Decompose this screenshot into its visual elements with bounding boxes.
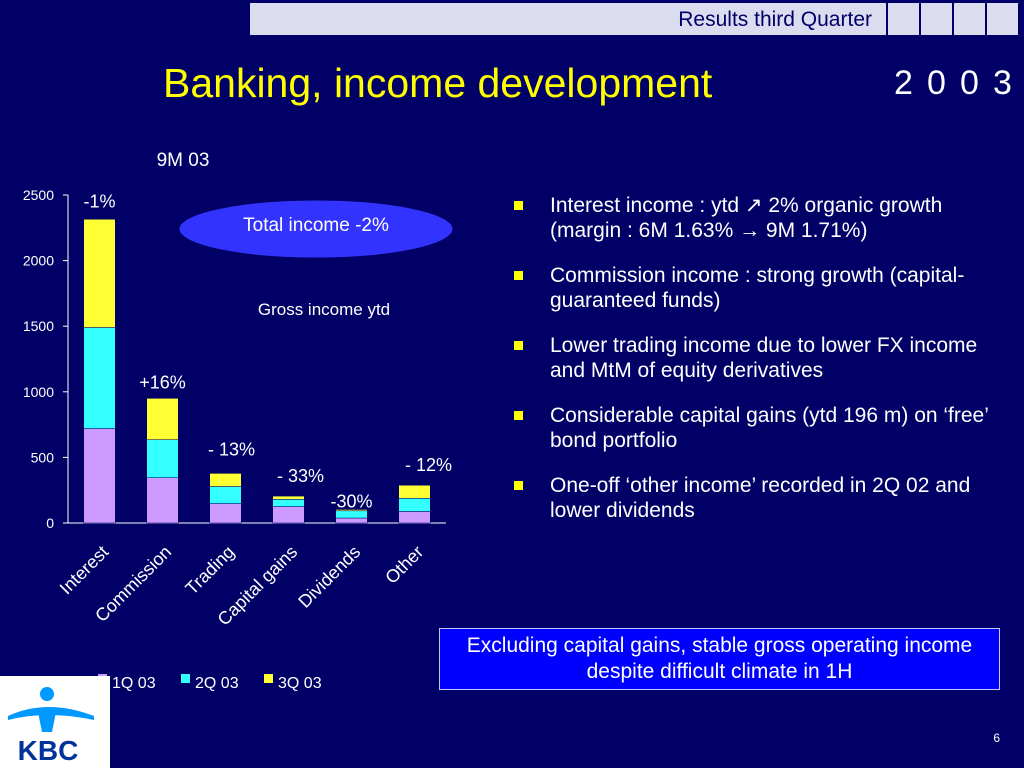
kbc-logo: KBC <box>0 676 110 768</box>
bar-segment <box>272 499 305 507</box>
bullet-text: Lower trading income due to lower FX inc… <box>550 334 978 382</box>
chart-title: 9M 03 <box>157 150 210 171</box>
bullet-text: Interest income : ytd ↗ 2% organic growt… <box>550 194 943 242</box>
bar-segment <box>83 428 116 524</box>
bar-change-label: -30% <box>330 491 372 511</box>
bar-segment <box>398 511 431 524</box>
x-category-label: Other <box>381 542 427 588</box>
legend-swatch <box>264 674 273 683</box>
bar-change-label: - 12% <box>405 455 452 475</box>
conclusion-box: Excluding capital gains, stable gross op… <box>439 628 1000 690</box>
legend-label: 2Q 03 <box>195 675 239 692</box>
bullet-marker <box>514 341 523 350</box>
bar-segment <box>335 517 368 524</box>
total-income-label: Total income -2% <box>243 215 389 236</box>
bar-segment <box>335 510 368 519</box>
year-column <box>954 3 985 35</box>
year-digit: 0 <box>960 64 979 102</box>
logo-figure-body <box>38 712 56 732</box>
x-category-label: Trading <box>181 542 238 599</box>
bullet-item: Lower trading income due to lower FX inc… <box>506 333 1011 383</box>
bar-change-label: -1% <box>83 191 115 211</box>
x-category-label: Dividends <box>294 542 364 612</box>
bar-change-label: - 33% <box>277 466 324 486</box>
bullet-text: One-off ‘other income’ recorded in 2Q 02… <box>550 474 971 522</box>
section-label: Results third Quarter <box>678 8 872 31</box>
bar-segment <box>146 439 179 478</box>
y-tick-label: 500 <box>31 449 55 465</box>
bullet-marker <box>514 481 523 490</box>
bar-segment <box>335 509 368 512</box>
logo-text: KBC <box>18 735 79 766</box>
bullet-item: Commission income : strong growth (capit… <box>506 263 1011 313</box>
bullet-item: One-off ‘other income’ recorded in 2Q 02… <box>506 473 1011 523</box>
income-chart-svg: 9M 03 Gross income ytd Total income -2% 0 50… <box>23 150 454 692</box>
bullet-text: Commission income : strong growth (capit… <box>550 264 965 312</box>
income-chart: 9M 03 Gross income ytd Total income -2% 0 50… <box>0 140 460 700</box>
bar-segment <box>272 495 305 500</box>
header-bar: Results third Quarter <box>250 3 886 35</box>
bar-segment <box>272 506 305 524</box>
bullet-text: Considerable capital gains (ytd 196 m) o… <box>550 404 989 452</box>
y-tick-label: 0 <box>46 515 54 531</box>
bullet-marker <box>514 411 523 420</box>
slide-title: Banking, income development <box>163 60 713 106</box>
bullet-item: Considerable capital gains (ytd 196 m) o… <box>506 403 1011 453</box>
bullet-marker <box>514 201 523 210</box>
bar-segment <box>398 484 431 499</box>
year-column <box>888 3 919 35</box>
bar-segment <box>146 477 179 524</box>
bar-segment <box>209 503 242 524</box>
bar-change-label: +16% <box>139 372 186 392</box>
total-income-ellipse <box>178 199 454 259</box>
bar-segment <box>209 486 242 504</box>
bar-segment <box>83 327 116 429</box>
logo-figure-head <box>40 687 54 701</box>
bullet-item: Interest income : ytd ↗ 2% organic growt… <box>506 193 1011 243</box>
y-tick-label: 1000 <box>23 384 54 400</box>
bar-change-label: - 13% <box>208 439 255 459</box>
bar-segment <box>83 219 116 328</box>
bar-segment <box>209 473 242 487</box>
x-category-label: Interest <box>56 542 113 599</box>
legend-label: 3Q 03 <box>278 675 322 692</box>
bar-segment <box>398 498 431 512</box>
y-tick-label: 2000 <box>23 253 54 269</box>
bar-segment <box>146 398 179 440</box>
chart-subtitle: Gross income ytd <box>258 300 390 319</box>
legend-swatch <box>181 674 190 683</box>
bullet-marker <box>514 271 523 280</box>
year-digit: 3 <box>993 64 1012 102</box>
page-number: 6 <box>993 731 1000 745</box>
bullet-list: Interest income : ytd ↗ 2% organic growt… <box>506 193 1011 543</box>
legend-label: 1Q 03 <box>112 675 156 692</box>
year-digit: 0 <box>927 64 946 102</box>
logo-background <box>0 676 110 768</box>
year-column <box>987 3 1018 35</box>
y-tick-label: 2500 <box>23 187 54 203</box>
year-digit: 2 <box>894 64 913 102</box>
y-tick-label: 1500 <box>23 318 54 334</box>
year-column <box>921 3 952 35</box>
